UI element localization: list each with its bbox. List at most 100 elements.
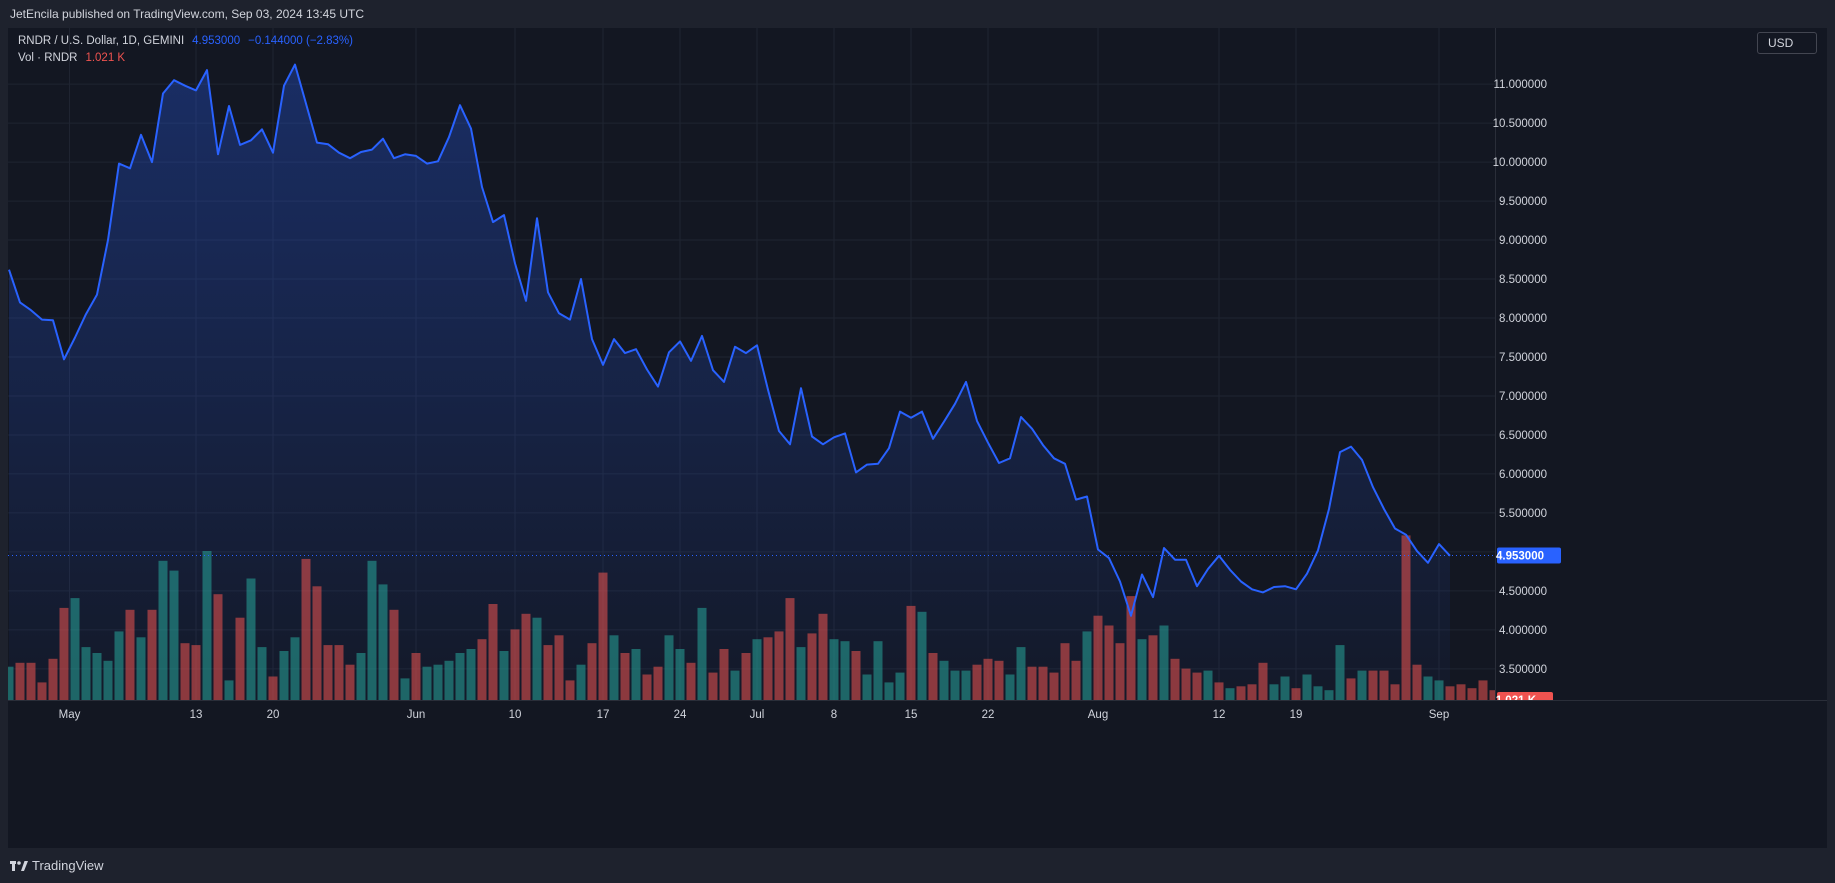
volume-bar <box>1313 686 1323 700</box>
volume-bar <box>312 586 322 700</box>
volume-bar <box>653 666 663 700</box>
volume-bar <box>1005 674 1015 700</box>
last-price-value: 4.953000 <box>192 35 241 47</box>
volume-bar <box>1060 643 1070 700</box>
volume-bar <box>1170 658 1180 700</box>
volume-bar <box>1346 678 1356 700</box>
volume-bar <box>554 635 564 700</box>
price-tick-label: 9.000000 <box>1499 235 1547 247</box>
price-tick-label: 6.000000 <box>1499 469 1547 481</box>
price-tick-label: 5.500000 <box>1499 508 1547 520</box>
volume-bar <box>1445 686 1455 700</box>
volume-bar <box>81 647 91 700</box>
volume-bar <box>796 647 806 700</box>
volume-bar <box>400 678 410 700</box>
time-tick-label: 13 <box>190 709 203 721</box>
volume-bar <box>576 664 586 700</box>
volume-bar <box>455 653 465 700</box>
time-tick-label: 12 <box>1213 709 1226 721</box>
price-line-path <box>8 63 1451 617</box>
price-tick-label: 9.500000 <box>1499 196 1547 208</box>
volume-bar <box>389 609 399 700</box>
volume-bar <box>367 560 377 700</box>
symbol-legend[interactable]: RNDR / U.S. Dollar, 1D, GEMINI 4.953000 −0… <box>18 35 353 47</box>
symbol-title: RNDR / U.S. Dollar, 1D, GEMINI <box>18 35 185 47</box>
time-tick-label: 24 <box>674 709 687 721</box>
volume-bar <box>488 604 498 700</box>
volume-bar <box>741 653 751 700</box>
volume-bar <box>774 631 784 700</box>
volume-legend[interactable]: Vol · RNDR 1.021 K <box>18 52 125 64</box>
volume-bar <box>1258 662 1268 700</box>
volume-bar <box>444 660 454 700</box>
volume-bar <box>125 609 135 700</box>
volume-bar <box>114 631 124 700</box>
price-chart[interactable]: 3.5000004.0000004.5000005.0000005.500000… <box>8 28 1827 848</box>
volume-bar <box>873 641 883 700</box>
publish-bar: JetEncila published on TradingView.com, … <box>0 0 1835 28</box>
volume-bar <box>477 639 487 700</box>
volume-bar <box>37 682 47 700</box>
volume-bar <box>411 653 421 700</box>
price-tick-label: 10.500000 <box>1493 118 1547 130</box>
volume-bar <box>1379 670 1389 700</box>
price-tick-label: 11.000000 <box>1493 79 1547 91</box>
volume-bar <box>301 558 311 700</box>
volume-bar <box>279 651 289 700</box>
volume-bar <box>1302 674 1312 700</box>
volume-bar <box>1071 660 1081 700</box>
volume-bar <box>939 660 949 700</box>
price-area-fill <box>9 64 1450 701</box>
volume-bar <box>15 662 25 700</box>
volume-bar <box>202 551 212 700</box>
time-tick-label: 22 <box>982 709 995 721</box>
volume-bar <box>147 609 157 700</box>
volume-bar <box>1137 639 1147 700</box>
volume-bar <box>1049 672 1059 700</box>
volume-bar <box>70 598 80 700</box>
chart-pane[interactable]: 3.5000004.0000004.5000005.0000005.500000… <box>8 28 1827 848</box>
volume-bar <box>950 670 960 700</box>
volume-bar <box>1214 682 1224 700</box>
volume-bar <box>1115 643 1125 700</box>
volume-bar <box>543 645 553 700</box>
volume-bar <box>928 653 938 700</box>
volume-bar <box>92 653 102 700</box>
time-tick-label: Jun <box>407 709 426 721</box>
volume-bar <box>1082 631 1092 700</box>
time-axis[interactable]: May 13 20 Jun 10 17 24 Jul 8 15 22 Aug 12 19 Sep <box>8 700 1827 848</box>
volume-bar <box>1269 684 1279 700</box>
price-tick-label: 10.000000 <box>1493 157 1547 169</box>
time-tick-label: 20 <box>267 709 280 721</box>
volume-bar <box>510 629 520 700</box>
price-tick-label: 3.500000 <box>1499 664 1547 676</box>
volume-bar <box>499 651 509 700</box>
time-tick-label: 10 <box>509 709 522 721</box>
volume-bar <box>246 578 256 700</box>
volume-bar <box>1357 670 1367 700</box>
time-tick-label: 17 <box>597 709 610 721</box>
volume-bar <box>917 611 927 700</box>
volume-bar <box>609 635 619 700</box>
volume-bar <box>587 643 597 700</box>
price-area <box>9 64 1450 701</box>
volume-bar <box>961 670 971 700</box>
time-tick-label: Aug <box>1088 709 1108 721</box>
volume-bar <box>1038 666 1048 700</box>
volume-bar <box>1247 684 1257 700</box>
volume-bar <box>136 637 146 700</box>
currency-button[interactable]: USD <box>1757 32 1817 54</box>
volume-bar <box>565 680 575 700</box>
volume-bar <box>48 658 58 700</box>
volume-bar <box>532 617 542 700</box>
tradingview-logo[interactable]: TradingView <box>10 858 104 873</box>
footer: TradingView <box>0 848 1835 883</box>
tradingview-wordmark: TradingView <box>32 858 104 873</box>
volume-value: 1.021 K <box>85 52 126 64</box>
price-change-value: −0.144000 (−2.83%) <box>248 35 353 47</box>
volume-bar <box>1093 615 1103 700</box>
time-tick-label: 19 <box>1290 709 1303 721</box>
volume-bar <box>334 645 344 700</box>
time-tick-label: Sep <box>1429 709 1449 721</box>
volume-bar <box>851 651 861 700</box>
